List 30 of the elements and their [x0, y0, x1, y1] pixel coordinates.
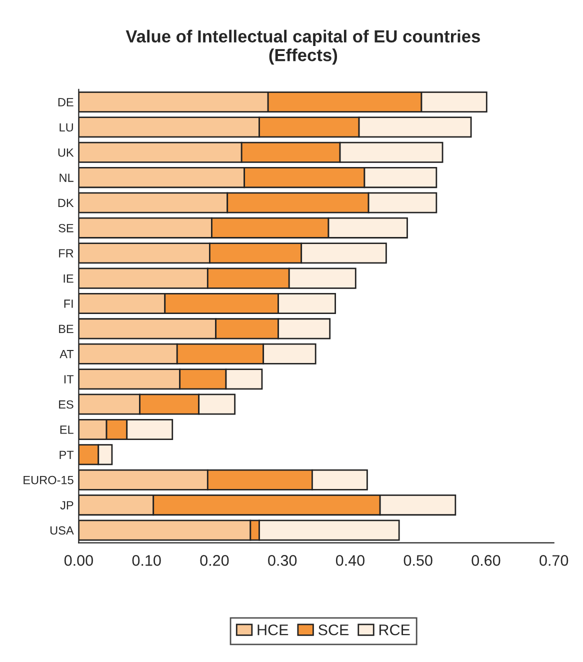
y-tick-label: DE: [58, 98, 74, 106]
y-tick-label: IT: [64, 375, 74, 384]
x-tick-label: 0.50: [404, 555, 432, 566]
y-tick-label: FR: [59, 249, 74, 258]
legend-label: SCE: [318, 624, 349, 636]
y-tick-label: AT: [60, 350, 74, 358]
chart-title: Value of Intellectual capital of EU countries (Effects): [126, 30, 480, 65]
legend-label: HCE: [258, 624, 288, 636]
y-tick-label: FI: [64, 300, 73, 308]
y-tick-label: ES: [59, 400, 74, 409]
y-tick-label: EL: [60, 426, 74, 434]
x-tick-label: 0.10: [132, 555, 161, 566]
x-tick-label: 0.20: [200, 555, 229, 566]
y-tick-label: EURO-15: [24, 476, 74, 484]
x-tick-label: 0.00: [64, 555, 93, 566]
legend-label: RCE: [379, 624, 410, 636]
y-tick-label: SE: [58, 224, 74, 232]
x-tick-label: 0.30: [268, 555, 297, 566]
y-tick-label: NL: [60, 174, 74, 182]
y-tick-label: BE: [59, 324, 74, 333]
y-tick-label: IE: [64, 274, 74, 283]
y-tick-label: JP: [60, 501, 74, 510]
x-tick-label: 0.40: [336, 555, 364, 566]
y-tick-label: LU: [60, 123, 73, 132]
y-tick-label: PT: [60, 450, 74, 459]
x-tick-label: 0.60: [472, 555, 500, 566]
x-tick-label: 0.70: [540, 555, 568, 566]
y-tick-label: UK: [58, 148, 74, 157]
y-tick-label: USA: [50, 526, 74, 535]
y-tick-label: DK: [58, 198, 74, 208]
